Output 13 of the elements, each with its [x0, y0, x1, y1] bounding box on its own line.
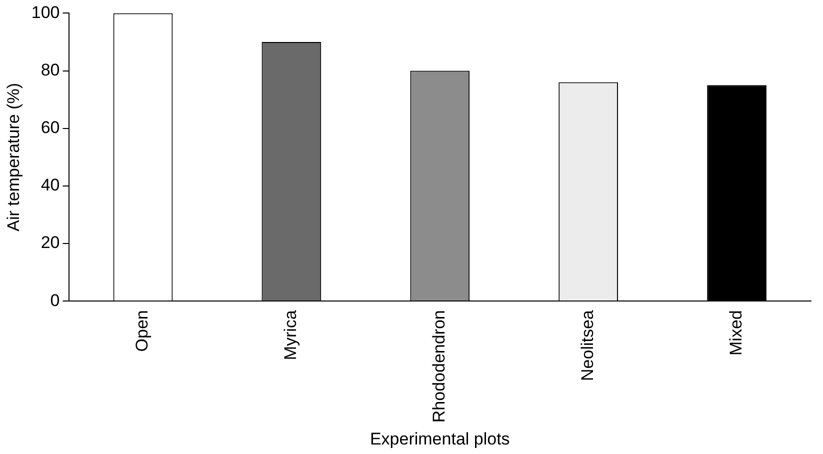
x-tick-label: Open	[132, 310, 152, 352]
y-tick-label: 20	[40, 233, 60, 252]
y-tick-label: 60	[40, 118, 60, 138]
x-tick-label: Rhododendron	[430, 310, 449, 423]
x-tick-label: Myrica	[281, 310, 300, 360]
x-tick-label: Neolitsea	[578, 310, 598, 381]
y-tick-label: 80	[40, 60, 60, 80]
y-tick-label: 0	[50, 290, 60, 310]
y-axis-title: Air temperature (%)	[4, 82, 23, 232]
y-tick-label: 100	[31, 2, 60, 22]
x-tick-label: Mixed	[726, 310, 746, 356]
x-axis-title: Experimental plots	[370, 429, 510, 448]
y-tick-label: 40	[40, 176, 60, 195]
